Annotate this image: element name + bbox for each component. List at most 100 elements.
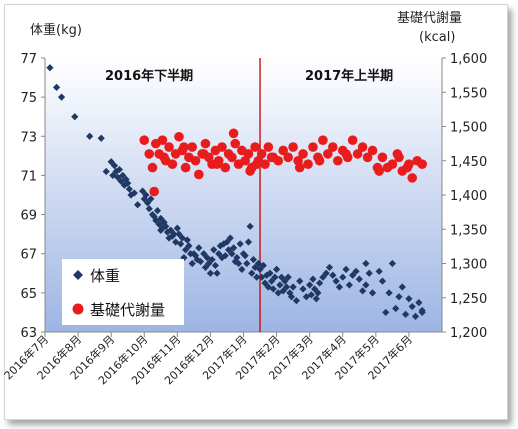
weight-point: [286, 289, 294, 297]
weight-point: [382, 308, 390, 317]
metabolism-point: [347, 135, 358, 145]
weight-point: [349, 271, 357, 279]
metabolism-point: [308, 142, 318, 152]
metabolism-point: [268, 152, 279, 163]
metabolism-point: [180, 162, 191, 173]
weight-point: [175, 230, 183, 238]
weight-point: [375, 267, 383, 275]
metabolism-point: [288, 142, 298, 152]
metabolism-point: [243, 149, 254, 159]
weight-point: [205, 259, 213, 268]
metabolism-point: [250, 142, 260, 152]
metabolism-point: [167, 159, 178, 169]
weight-point: [296, 277, 304, 285]
weight-point: [332, 277, 340, 285]
weight-point: [279, 287, 287, 295]
right-axis-title-line1: 基礎代謝量: [397, 11, 462, 26]
weight-point: [281, 277, 289, 285]
metabolism-point: [404, 159, 414, 169]
weight-point: [180, 254, 188, 262]
weight-point: [246, 222, 254, 230]
metabolism-point: [230, 138, 241, 149]
weight-point: [307, 291, 315, 299]
weight-point: [292, 297, 301, 305]
weight-point: [221, 252, 229, 260]
legend-box: [62, 259, 184, 325]
weight-point: [271, 273, 279, 281]
metabolism-point: [157, 135, 168, 145]
metabolism-point: [187, 142, 198, 152]
weight-point: [244, 238, 253, 246]
metabolism-point: [314, 155, 325, 166]
weight-point: [339, 273, 347, 281]
weight-point: [201, 263, 210, 272]
weight-point: [251, 263, 259, 272]
metabolism-point: [341, 149, 351, 159]
period-label-left: 2016年下半期: [105, 68, 193, 84]
metabolism-point: [323, 149, 333, 159]
legend-label-weight: 体重: [90, 267, 120, 285]
weight-point: [408, 302, 416, 311]
weight-point: [208, 255, 216, 264]
weight-point: [311, 285, 319, 293]
metabolism-point: [357, 142, 368, 152]
weight-point: [248, 269, 256, 277]
weight-point: [182, 246, 190, 254]
metabolism-point: [303, 159, 313, 169]
weight-point: [392, 304, 400, 313]
weight-point: [110, 162, 119, 170]
metabolism-point: [200, 138, 211, 149]
metabolism-point: [149, 186, 159, 197]
weight-point: [203, 254, 211, 262]
left-tick-label: 73: [20, 130, 37, 145]
metabolism-point: [332, 155, 343, 166]
weight-point: [143, 199, 152, 207]
weight-point: [287, 293, 296, 301]
weight-point: [284, 273, 292, 281]
weight-point: [71, 113, 79, 121]
weight-point: [277, 273, 286, 281]
weight-point: [57, 93, 66, 101]
weight-point: [289, 283, 297, 291]
metabolism-point: [377, 152, 388, 163]
weight-point: [210, 246, 218, 254]
right-tick-label: 1,300: [450, 258, 487, 273]
weight-point: [368, 289, 377, 297]
weight-point: [241, 252, 249, 260]
weight-point: [253, 273, 261, 281]
weight-point: [362, 281, 370, 289]
legend-label-metabolism: 基礎代謝量: [90, 301, 165, 319]
weight-point: [398, 283, 406, 291]
weight-point: [342, 265, 350, 273]
metabolism-point: [147, 162, 158, 173]
weight-point: [329, 271, 337, 279]
weight-point: [378, 277, 387, 285]
weight-point: [234, 259, 243, 268]
left-tick-label: 75: [20, 91, 37, 106]
weight-point: [170, 230, 178, 238]
metabolism-point: [212, 159, 222, 169]
weight-point: [256, 265, 264, 273]
weight-point: [162, 222, 170, 230]
weight-point: [276, 281, 284, 289]
weight-point: [243, 259, 251, 268]
weight-point: [266, 269, 274, 277]
right-tick-label: 1,450: [450, 155, 487, 170]
right-tick-label: 1,600: [450, 52, 487, 67]
weight-point: [173, 224, 181, 232]
weight-point: [261, 279, 269, 287]
metabolism-point: [199, 149, 209, 159]
left-tick-label: 63: [20, 326, 37, 341]
period-label-right: 2017年上半期: [305, 68, 393, 84]
metabolism-point: [144, 149, 155, 159]
weight-point: [309, 275, 317, 283]
metabolism-point: [228, 128, 239, 139]
weight-point: [402, 310, 410, 318]
weight-point: [272, 265, 281, 273]
metabolism-point: [159, 152, 169, 163]
metabolism-point: [298, 149, 308, 159]
metabolism-point: [164, 142, 174, 152]
weight-point: [274, 289, 282, 297]
weight-point: [115, 165, 124, 174]
